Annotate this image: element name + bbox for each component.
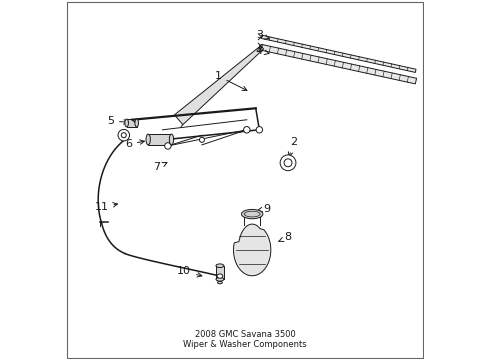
Circle shape (165, 143, 171, 149)
Polygon shape (148, 134, 171, 145)
Text: 3: 3 (256, 30, 269, 40)
Ellipse shape (242, 210, 263, 219)
Ellipse shape (146, 134, 150, 145)
Ellipse shape (218, 281, 222, 284)
Text: 1: 1 (215, 71, 247, 90)
Text: 8: 8 (279, 232, 292, 242)
Text: 6: 6 (125, 139, 145, 149)
Circle shape (256, 127, 263, 133)
Polygon shape (234, 224, 271, 276)
Text: 7: 7 (153, 162, 167, 172)
Ellipse shape (135, 119, 139, 127)
Ellipse shape (216, 278, 224, 281)
Circle shape (280, 155, 296, 171)
Text: 9: 9 (257, 204, 270, 214)
Text: 11: 11 (95, 202, 118, 212)
Ellipse shape (170, 134, 173, 145)
Text: 2008 GMC Savana 3500
Wiper & Washer Components: 2008 GMC Savana 3500 Wiper & Washer Comp… (183, 330, 307, 349)
Ellipse shape (245, 211, 260, 217)
Circle shape (118, 130, 129, 141)
Polygon shape (126, 119, 137, 127)
Text: 10: 10 (177, 266, 202, 277)
Polygon shape (174, 46, 264, 125)
Polygon shape (216, 266, 224, 279)
Circle shape (199, 137, 204, 142)
Polygon shape (261, 45, 416, 84)
Polygon shape (261, 35, 416, 72)
Ellipse shape (125, 119, 128, 127)
Text: 5: 5 (107, 116, 128, 126)
Text: 4: 4 (256, 46, 269, 56)
Text: 2: 2 (288, 138, 297, 157)
Ellipse shape (216, 264, 224, 267)
Ellipse shape (217, 274, 223, 278)
Circle shape (244, 127, 250, 133)
